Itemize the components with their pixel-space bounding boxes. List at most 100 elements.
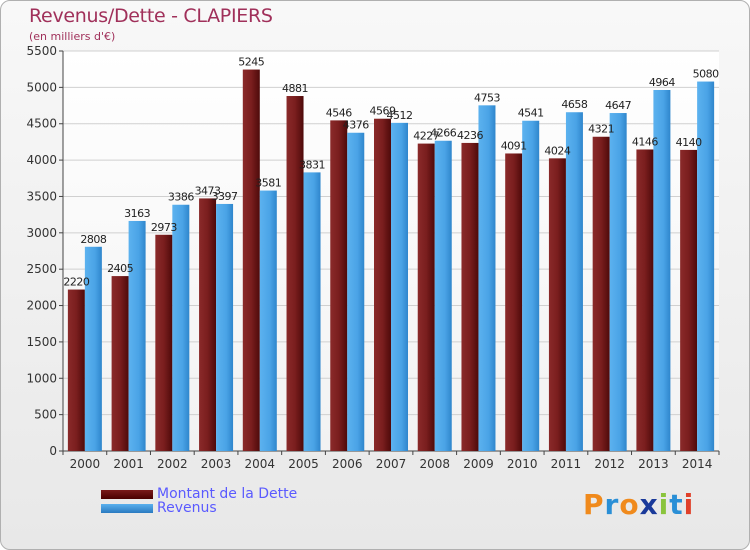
bar-revenus-2008 [434, 140, 452, 451]
x-tick-label-2011: 2011 [551, 457, 582, 471]
bar-dette-2007 [374, 118, 391, 451]
logo-letter: i [658, 488, 670, 521]
data-label-dette-2007: 4569 [370, 105, 396, 118]
logo-letter: x [639, 488, 659, 521]
data-label-dette-2014: 4140 [676, 136, 702, 149]
bar-dette-2009 [461, 142, 479, 451]
data-label-revenus-2013: 4964 [649, 76, 675, 89]
data-label-revenus-2009: 4753 [474, 91, 500, 104]
data-label-revenus-2007: 4512 [387, 109, 413, 122]
data-label-dette-2010: 4091 [501, 139, 527, 152]
x-tick-label-2012: 2012 [594, 457, 625, 471]
bar-dette-2005 [286, 96, 304, 451]
bar-revenus-2002 [172, 204, 190, 451]
bar-dette-2006 [330, 120, 348, 451]
logo-letter: i [683, 488, 695, 521]
bar-dette-2002 [155, 234, 173, 451]
data-label-revenus-2010: 4541 [518, 107, 544, 120]
data-label-revenus-2014: 5080 [693, 68, 719, 81]
data-label-dette-2011: 4024 [544, 144, 570, 157]
x-tick-label-2003: 2003 [201, 457, 232, 471]
logo-letter: o [619, 488, 640, 521]
x-tick-label-2002: 2002 [157, 457, 188, 471]
bar-dette-2012 [592, 136, 610, 451]
y-tick-label: 1500 [26, 335, 57, 349]
bar-revenus-2001 [128, 220, 146, 451]
bar-dette-2014 [680, 149, 698, 451]
bar-revenus-2010 [522, 120, 540, 451]
data-label-revenus-2005: 3831 [299, 158, 325, 171]
y-tick-label: 0 [49, 444, 57, 458]
bar-dette-2013 [636, 149, 654, 452]
bar-dette-2008 [417, 143, 435, 451]
bar-revenus-2013 [653, 89, 671, 452]
x-tick-label-2010: 2010 [507, 457, 538, 471]
data-label-dette-2000: 2220 [63, 276, 89, 289]
logo-letter: t [669, 488, 684, 521]
legend-swatch-debt [101, 490, 153, 499]
data-label-revenus-2002: 3386 [168, 191, 194, 204]
bar-revenus-2011 [565, 112, 583, 452]
y-tick-label: 500 [34, 408, 57, 422]
bar-dette-2001 [111, 276, 129, 451]
x-tick-label-2004: 2004 [245, 457, 276, 471]
bar-dette-2003 [199, 198, 217, 451]
data-label-revenus-2012: 4647 [605, 99, 631, 112]
data-label-dette-2003: 3473 [195, 184, 221, 197]
data-label-dette-2005: 4881 [282, 82, 308, 95]
y-tick-label: 3500 [26, 189, 57, 203]
bar-dette-2011 [548, 158, 566, 451]
x-tick-label-2001: 2001 [113, 457, 144, 471]
bar-revenus-2000 [84, 246, 102, 451]
bar-dette-2010 [505, 153, 523, 452]
data-label-revenus-2004: 3581 [255, 177, 281, 190]
bar-revenus-2012 [609, 113, 627, 451]
data-label-dette-2009: 4236 [457, 129, 483, 142]
data-label-dette-2013: 4146 [632, 135, 658, 148]
data-label-dette-2001: 2405 [107, 262, 133, 275]
legend-label-revenue: Revenus [157, 500, 217, 516]
data-label-dette-2006: 4546 [326, 106, 352, 119]
data-label-revenus-2008: 4266 [430, 127, 456, 140]
x-tick-label-2014: 2014 [682, 457, 713, 471]
bar-revenus-2009 [478, 105, 496, 451]
data-label-revenus-2001: 3163 [124, 207, 150, 220]
proxiti-logo: Proxiti [583, 488, 694, 521]
bar-dette-2004 [242, 69, 260, 451]
bar-revenus-2006 [347, 132, 365, 451]
data-label-revenus-2006: 4376 [343, 119, 369, 132]
y-tick-label: 2000 [26, 299, 57, 313]
x-tick-label-2005: 2005 [288, 457, 319, 471]
y-tick-label: 3000 [26, 226, 57, 240]
y-tick-label: 5000 [26, 80, 57, 94]
legend-swatch-revenue [101, 504, 153, 513]
y-tick-label: 5500 [26, 44, 57, 58]
x-tick-label-2006: 2006 [332, 457, 363, 471]
x-tick-label-2013: 2013 [638, 457, 669, 471]
y-tick-label: 1000 [26, 371, 57, 385]
data-label-dette-2012: 4321 [588, 123, 614, 136]
bar-revenus-2005 [303, 172, 321, 451]
data-label-dette-2008: 4227 [413, 130, 439, 143]
bar-revenus-2014 [697, 81, 715, 451]
data-label-revenus-2003: 3397 [212, 190, 238, 203]
x-tick-label-2007: 2007 [376, 457, 407, 471]
bar-revenus-2007 [391, 122, 408, 451]
data-label-dette-2002: 2973 [151, 221, 177, 234]
y-tick-label: 2500 [26, 262, 57, 276]
x-tick-label-2008: 2008 [419, 457, 450, 471]
logo-letter: r [604, 488, 620, 521]
logo-letter: P [583, 488, 605, 521]
chart-subtitle: (en milliers d'€) [29, 30, 116, 43]
bar-revenus-2003 [216, 203, 234, 451]
data-label-revenus-2000: 2808 [80, 233, 106, 246]
y-tick-label: 4500 [26, 117, 57, 131]
chart-title: Revenus/Dette - CLAPIERS [29, 5, 273, 27]
data-label-dette-2004: 5245 [238, 56, 264, 69]
y-tick-label: 4000 [26, 153, 57, 167]
bar-dette-2000 [67, 289, 85, 451]
legend-label-debt: Montant de la Dette [157, 486, 298, 502]
x-tick-label-2000: 2000 [70, 457, 101, 471]
